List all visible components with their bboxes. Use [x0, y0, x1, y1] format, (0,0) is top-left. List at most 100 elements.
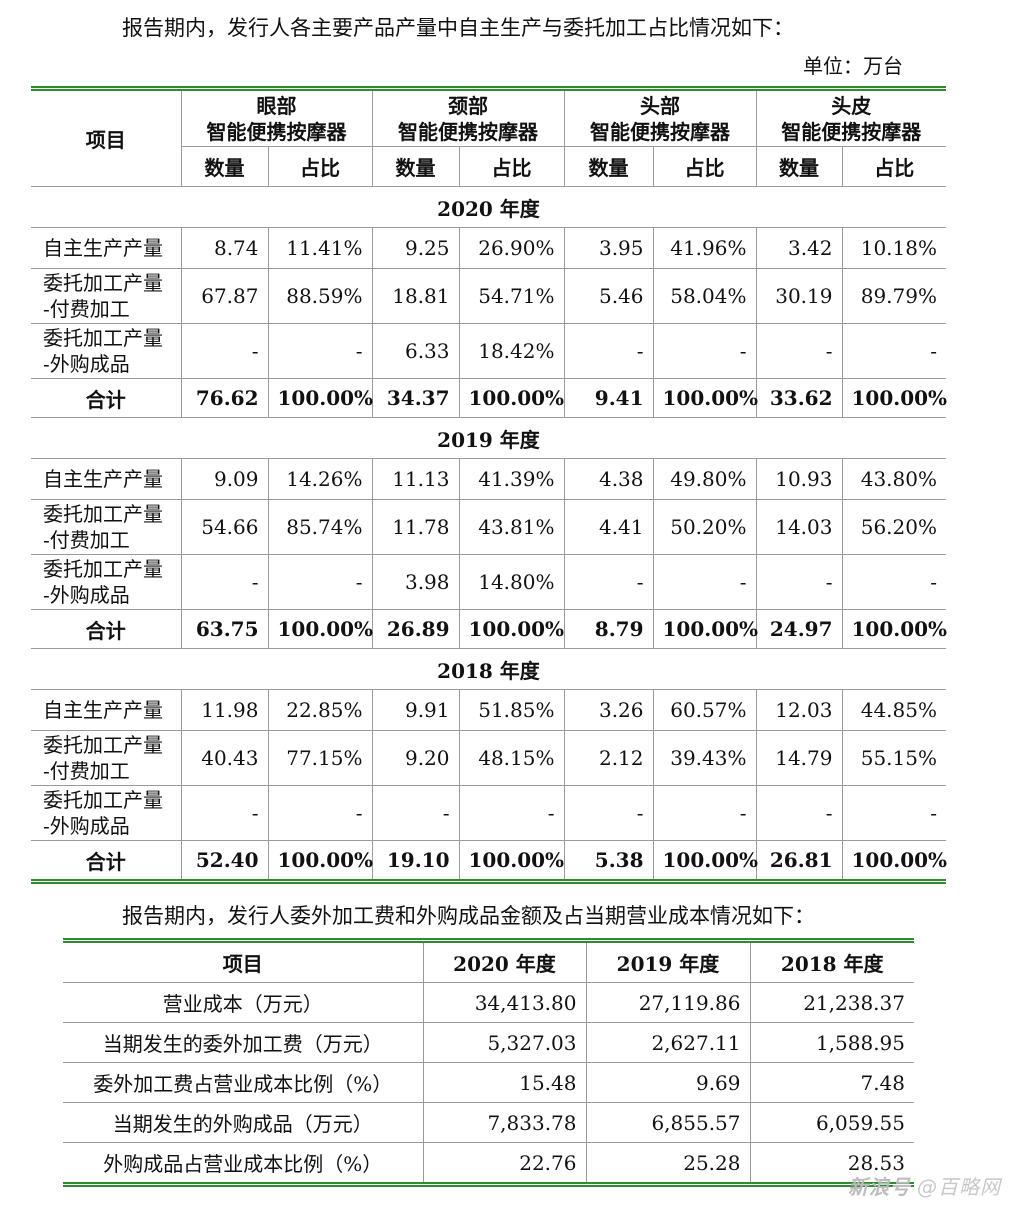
ratio-cell: 85.74% [267, 499, 373, 555]
value-cell: 7.48 [749, 1062, 914, 1103]
ratio-cell: 100.00% [841, 840, 947, 882]
qty-cell: 5.38 [563, 840, 654, 882]
table-row: 外购成品占营业成本比例（%） 22.76 25.28 28.53 [63, 1142, 914, 1185]
qty-cell: 3.42 [755, 227, 843, 269]
ratio-cell: 11.41% [267, 227, 373, 269]
qty-cell: 14.03 [755, 499, 843, 555]
table-row: 委托加工产量 -外购成品 - -6.33 18.42% - - - - [31, 323, 946, 379]
qty-cell: - [755, 323, 843, 379]
outsourcing-cost-table: 项目 2020 年度 2019 年度 2018 年度 营业成本（万元） 34,41… [63, 938, 914, 1187]
year-section-header: 2019 年度 [31, 417, 946, 459]
qty-cell: 3.26 [563, 689, 654, 731]
ratio-cell: 43.80% [841, 458, 946, 500]
t2-header-2018: 2018 年度 [749, 940, 914, 983]
value-cell: 1,588.95 [749, 1022, 914, 1063]
qty-cell: 34.37 [371, 378, 460, 418]
qty-cell: 14.79 [755, 730, 843, 786]
qty-cell: 40.43 [180, 730, 269, 786]
row-label: 委托加工产量 -外购成品 [31, 785, 182, 841]
ratio-cell: 100.00% [267, 609, 373, 649]
ratio-cell: - [267, 554, 373, 610]
ratio-cell: 41.96% [652, 227, 757, 269]
row-label: 营业成本（万元） [63, 982, 424, 1023]
row-label: 合计 [31, 609, 182, 649]
qty-header: 数量 [371, 146, 460, 187]
value-cell: 9.69 [585, 1062, 751, 1103]
unit-label: 单位：万台 [803, 54, 903, 78]
watermark: 新浪号 @百略网 [848, 1175, 1001, 1199]
value-cell: 21,238.37 [749, 982, 914, 1023]
row-label: 委托加工产量 -外购成品 [31, 323, 182, 379]
qty-cell: - [755, 554, 843, 610]
qty-cell: 6.33 [371, 323, 460, 379]
ratio-cell: 89.79% [841, 268, 946, 324]
qty-cell: 67.87 [180, 268, 269, 324]
ratio-cell: 48.15% [458, 730, 565, 786]
value-cell: 6,855.57 [585, 1102, 751, 1143]
table-row: 当期发生的委外加工费（万元） 5,327.03 2,627.11 1,588.95 [63, 1022, 914, 1063]
t2-header-item: 项目 [63, 940, 424, 983]
table-row: 营业成本（万元） 34,413.80 27,119.86 21,238.37 [63, 982, 914, 1023]
qty-cell: - [180, 785, 269, 841]
qty-cell: 52.40 [180, 840, 269, 882]
ratio-cell: 44.85% [841, 689, 946, 731]
intro-text-1: 报告期内，发行人各主要产品产量中自主生产与委托加工占比情况如下： [122, 16, 794, 40]
qty-cell: 9.41 [563, 378, 654, 418]
ratio-cell: - [841, 323, 946, 379]
ratio-cell: - [458, 785, 565, 841]
qty-header: 数量 [181, 146, 269, 187]
ratio-cell: 60.57% [652, 689, 757, 731]
ratio-cell: - [841, 554, 946, 610]
ratio-cell: 51.85% [458, 689, 565, 731]
value-cell: 7,833.78 [422, 1102, 587, 1143]
ratio-cell: 43.81% [458, 499, 565, 555]
ratio-header: 占比 [458, 146, 565, 187]
qty-cell: 9.09 [180, 458, 269, 500]
row-label: 当期发生的外购成品（万元） [63, 1102, 424, 1143]
ratio-cell: - [652, 554, 757, 610]
value-cell: 28.53 [749, 1142, 914, 1185]
row-label: 自主生产产量 [31, 227, 182, 269]
qty-cell: 12.03 [755, 689, 843, 731]
table-row: 委托加工产量 -付费加工 40.43 77.15% 9.20 48.15% 2.12 39.4… [31, 730, 946, 786]
qty-cell: 8.74 [180, 227, 269, 269]
value-cell: 6,059.55 [749, 1102, 914, 1143]
qty-cell: 30.19 [755, 268, 843, 324]
value-cell: 5,327.03 [422, 1022, 587, 1063]
qty-cell: 11.13 [371, 458, 460, 500]
ratio-cell: 100.00% [458, 378, 565, 418]
row-label: 自主生产产量 [31, 458, 182, 500]
product-header-neck: 颈部 智能便携按摩器 [371, 88, 565, 147]
row-label: 外购成品占营业成本比例（%） [63, 1142, 424, 1185]
qty-cell: - [563, 323, 654, 379]
table-row: 委托加工产量 -外购成品 - - - - - - - - [31, 785, 946, 841]
row-label: 自主生产产量 [31, 689, 182, 731]
table-row: 自主生产产量 8.74 11.41% 9.25 26.90% 3.95 41.96% 3.42… [31, 227, 946, 269]
table-row: 自主生产产量 9.09 14.26% 11.13 41.39% 4.38 49.80% 10.… [31, 458, 946, 500]
ratio-cell: 50.20% [652, 499, 757, 555]
ratio-cell: 41.39% [458, 458, 565, 500]
ratio-cell: 39.43% [652, 730, 757, 786]
qty-cell: 4.41 [563, 499, 654, 555]
row-label: 合计 [31, 840, 182, 882]
intro-text-2: 报告期内，发行人委外加工费和外购成品金额及占当期营业成本情况如下： [122, 904, 815, 928]
row-label: 委托加工产量 -付费加工 [31, 730, 182, 786]
qty-cell: - [371, 785, 460, 841]
qty-header: 数量 [563, 146, 654, 187]
table-row: 自主生产产量 11.98 22.85% 9.91 51.85% 3.26 60.57% 12.… [31, 689, 946, 731]
ratio-cell: 14.80% [458, 554, 565, 610]
value-cell: 27,119.86 [585, 982, 751, 1023]
qty-header: 数量 [755, 146, 843, 187]
table-row: 委托加工产量 -付费加工 67.87 88.59% 18.81 54.71% 5.46 58.… [31, 268, 946, 324]
qty-cell: 3.95 [563, 227, 654, 269]
ratio-cell: 26.90% [458, 227, 565, 269]
qty-cell: 9.20 [371, 730, 460, 786]
total-row: 合计 76.62 100.00% 34.37 100.00% 9.41 100.00% 33.… [31, 378, 947, 418]
ratio-cell: - [652, 785, 757, 841]
ratio-cell: 49.80% [652, 458, 757, 500]
total-row: 合计 52.40 100.00% 19.10 100.00% 5.38 100.00% 26.… [31, 840, 947, 882]
row-label: 委托加工产量 -付费加工 [31, 499, 182, 555]
qty-cell: 33.62 [755, 378, 843, 418]
qty-cell: 2.12 [563, 730, 654, 786]
qty-cell: 10.93 [755, 458, 843, 500]
